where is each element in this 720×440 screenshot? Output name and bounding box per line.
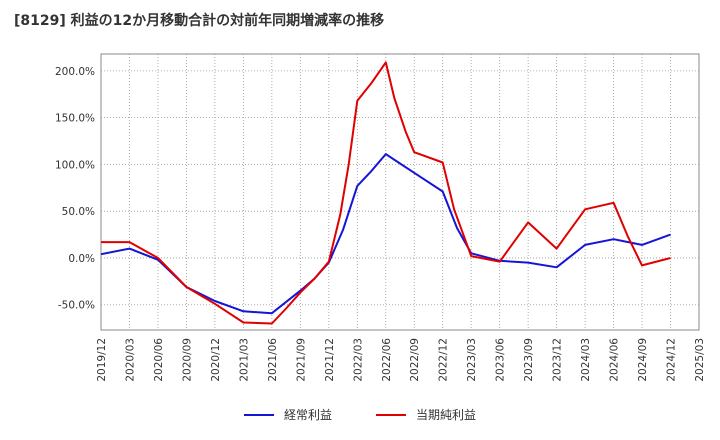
legend-item-net-income: 当期純利益 bbox=[376, 406, 476, 423]
x-tick-label: 2022/09 bbox=[409, 338, 421, 382]
y-tick-label: 50.0% bbox=[62, 206, 95, 218]
series-line-1 bbox=[101, 61, 671, 325]
x-tick-label: 2023/12 bbox=[552, 338, 564, 382]
chart-title: [8129] 利益の12か月移動合計の対前年同期増減率の推移 bbox=[14, 13, 385, 29]
y-tick-label: 100.0% bbox=[55, 159, 95, 171]
x-tick-label: 2021/03 bbox=[238, 338, 250, 382]
y-axis-ticks: 200.0% 150.0% 100.0% 50.0% 0.0% -50.0% bbox=[55, 66, 95, 312]
plot-frame bbox=[100, 53, 700, 331]
x-tick-label: 2021/06 bbox=[267, 338, 279, 382]
x-tick-label: 2020/03 bbox=[124, 338, 136, 382]
x-tick-label: 2021/12 bbox=[324, 338, 336, 382]
x-tick-label: 2022/12 bbox=[438, 338, 450, 382]
legend-item-ordinary-profit: 経常利益 bbox=[243, 406, 332, 423]
x-tick-label: 2023/03 bbox=[466, 338, 478, 382]
x-tick-label: 2019/12 bbox=[96, 338, 108, 382]
x-tick-label: 2023/06 bbox=[495, 338, 507, 382]
series-line-0 bbox=[100, 153, 671, 315]
x-tick-label: 2025/03 bbox=[694, 338, 706, 382]
x-tick-label: 2020/06 bbox=[153, 338, 165, 382]
y-tick-label: 200.0% bbox=[55, 66, 95, 78]
x-tick-label: 2024/09 bbox=[637, 338, 649, 382]
x-tick-label: 2023/09 bbox=[523, 338, 535, 382]
legend-label-ordinary-profit: 経常利益 bbox=[283, 408, 332, 422]
x-tick-label: 2024/12 bbox=[666, 338, 678, 382]
x-tick-label: 2021/09 bbox=[295, 338, 307, 382]
legend-swatch-net-income bbox=[376, 413, 406, 416]
x-axis-ticks: 2019/12 2020/03 2020/06 2020/09 2020/12 2021/… bbox=[96, 338, 706, 382]
grid-lines bbox=[101, 54, 699, 330]
y-tick-label: 0.0% bbox=[68, 253, 95, 265]
legend-label-net-income: 当期純利益 bbox=[416, 408, 477, 422]
legend: 経常利益 当期純利益 bbox=[0, 406, 720, 423]
x-tick-label: 2024/03 bbox=[580, 338, 592, 382]
y-tick-label: 150.0% bbox=[55, 113, 95, 125]
legend-swatch-ordinary-profit bbox=[243, 413, 274, 416]
series-lines bbox=[100, 61, 671, 325]
x-tick-label: 2020/12 bbox=[210, 338, 222, 382]
x-tick-label: 2022/03 bbox=[352, 338, 364, 382]
y-tick-label: -50.0% bbox=[58, 300, 95, 312]
x-tick-label: 2020/09 bbox=[181, 338, 193, 382]
x-tick-label: 2022/06 bbox=[381, 338, 393, 382]
x-tick-label: 2024/06 bbox=[609, 338, 621, 382]
